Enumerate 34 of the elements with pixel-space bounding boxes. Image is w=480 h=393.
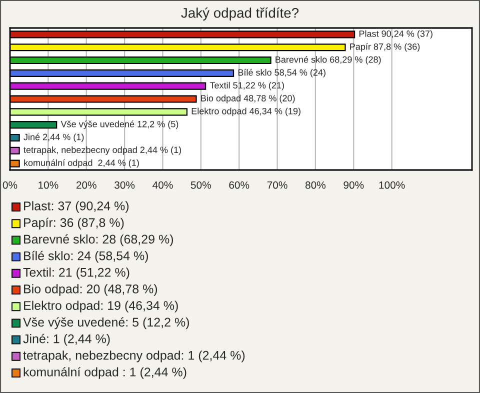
data-label: Jiné 2,44 % (1) <box>24 133 84 142</box>
text: Jiné: 1 (2,44 %) <box>23 334 110 346</box>
data-label: Bio odpad 48,78 % (20) <box>201 94 295 104</box>
data-label: Elektro odpad 46,34 % (19) <box>192 108 300 116</box>
data-label: Barevné sklo 68,29 % (28) <box>276 56 381 65</box>
text: Barevné sklo: 28 (68,29 %) <box>24 234 173 246</box>
x-tick-label: 20% <box>76 181 96 189</box>
data-label: Bílé sklo 58,54 % (24) <box>238 68 326 78</box>
text: Elektro odpad: 19 (46,34 %) <box>24 300 178 312</box>
data-label: Plast 90,24 % (37) <box>359 30 432 39</box>
x-tick-label: 50% <box>190 181 211 189</box>
x-tick-label: 0% <box>2 181 18 189</box>
x-tick-label: 10% <box>38 181 58 189</box>
x-tick-label: 30% <box>114 181 135 189</box>
text: Vše výše uvedené: 5 (12,2 %) <box>23 317 189 330</box>
text: Textil: 21 (51,22 %) <box>23 268 130 280</box>
text: Bílé sklo: 24 (58,54 %) <box>24 250 148 263</box>
data-label: Papír 87,8 % (36) <box>350 43 420 52</box>
chart-title: Jaký odpad třídíte? <box>181 7 299 21</box>
text: komunální odpad : 1 (2,44 %) <box>24 367 186 379</box>
data-label: Vše výše uvedené 12,2 % (5) <box>60 120 178 130</box>
text: Papír: 36 (87,8 %) <box>24 218 124 230</box>
x-tick-label: 100% <box>379 181 405 189</box>
x-tick-label: 90% <box>344 181 364 189</box>
text: tetrapak, nebezbecny odpad: 1 (2,44 %) <box>23 350 245 362</box>
x-tick-label: 40% <box>152 181 173 189</box>
data-label: Textil 51,22 % (21) <box>210 82 284 90</box>
data-label: komunální odpad 2,44 % (1) <box>24 159 139 168</box>
text: Bio odpad: 20 (48,78 %) <box>24 284 158 296</box>
text: Plast: 37 (90,24 %) <box>24 201 129 213</box>
x-tick-label: 70% <box>267 181 288 189</box>
x-tick-label: 60% <box>229 181 250 189</box>
x-tick-label: 80% <box>305 181 326 189</box>
data-label: tetrapak, nebezbecny odpad 2,44 % (1) <box>24 146 182 155</box>
